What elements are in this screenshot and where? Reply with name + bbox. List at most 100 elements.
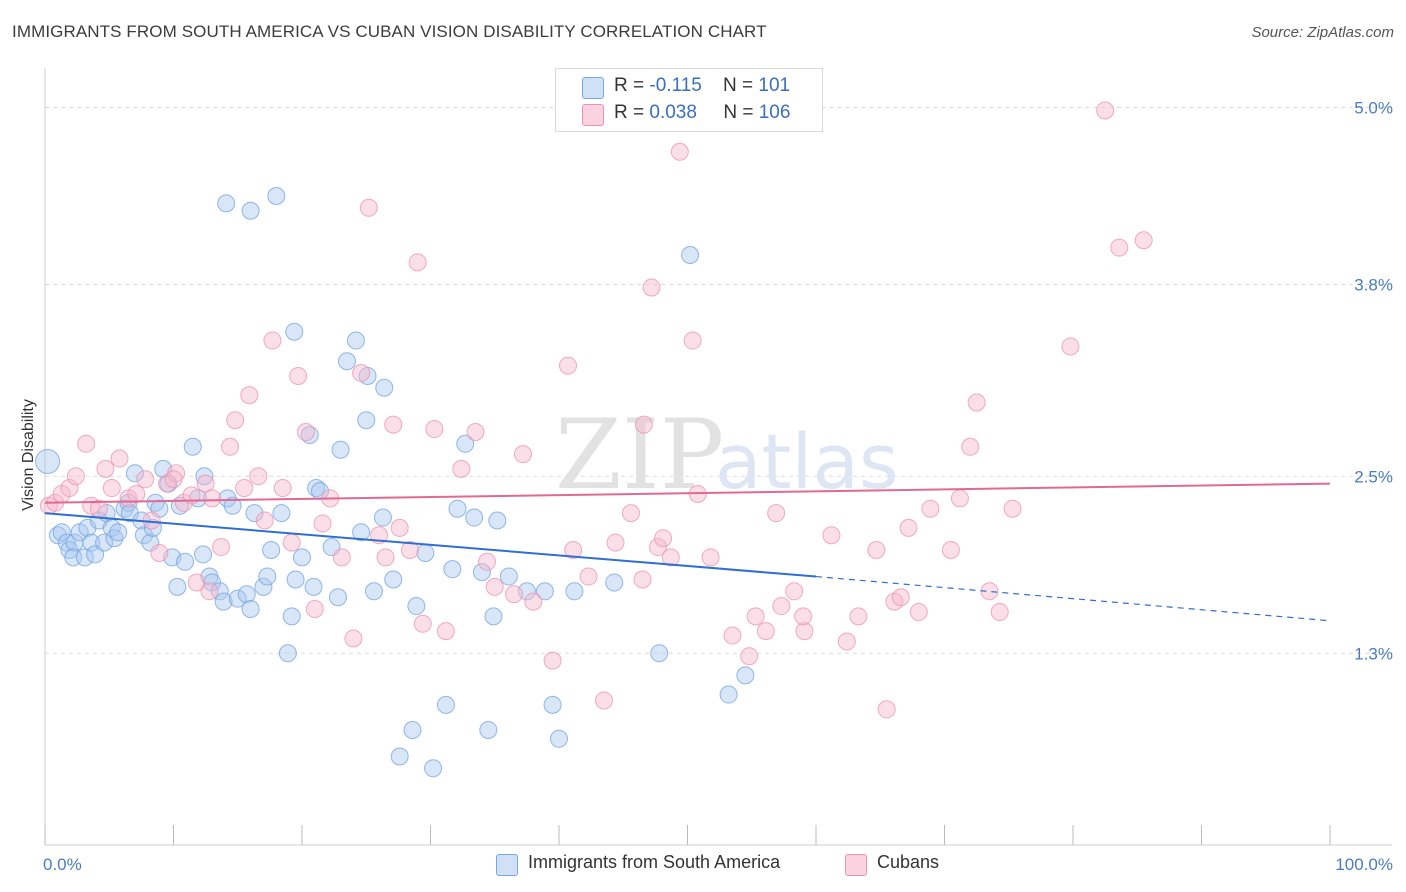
scatter-point-cubans: [701, 548, 720, 567]
scatter-point-cubans: [200, 582, 219, 601]
scatter-point-south-america: [168, 577, 187, 596]
scatter-point-cubans: [436, 622, 455, 641]
scatter-point-cubans: [837, 632, 856, 651]
legend-swatch-cubans: [582, 104, 604, 126]
scatter-point-cubans: [255, 511, 274, 530]
scatter-point-south-america: [195, 467, 214, 486]
scatter-point-cubans: [136, 470, 155, 489]
scatter-point-cubans: [235, 479, 254, 498]
scatter-point-south-america: [52, 523, 71, 542]
scatter-point-south-america: [258, 567, 277, 586]
scatter-point-cubans: [514, 445, 533, 464]
scatter-point-south-america: [95, 533, 114, 552]
scatter-point-cubans: [413, 614, 432, 633]
scatter-points: [35, 101, 1153, 778]
scatter-point-cubans: [263, 331, 282, 350]
scatter-point-cubans: [594, 691, 613, 710]
scatter-point-cubans: [226, 411, 245, 430]
scatter-point-cubans: [921, 499, 940, 518]
scatter-point-cubans: [683, 331, 702, 350]
scatter-point-south-america: [465, 508, 484, 527]
scatter-point-south-america: [403, 720, 422, 739]
scatter-point-south-america: [424, 759, 443, 778]
trend-line-extension: [815, 575, 1331, 622]
scatter-point-cubans: [359, 198, 378, 217]
scatter-point-south-america: [217, 194, 236, 213]
scatter-point-cubans: [564, 541, 583, 559]
legend-n-label: N =: [723, 102, 754, 123]
scatter-point-cubans: [579, 567, 598, 586]
scatter-point-cubans: [174, 493, 193, 512]
scatter-point-south-america: [134, 526, 153, 545]
scatter-point-south-america: [331, 440, 350, 459]
scatter-point-south-america: [373, 508, 392, 527]
scatter-point-south-america: [278, 644, 297, 663]
scatter-point-south-america: [352, 523, 371, 542]
scatter-point-south-america: [267, 187, 286, 205]
scatter-point-south-america: [550, 729, 568, 748]
scatter-point-cubans: [485, 577, 504, 596]
scatter-point-cubans: [60, 479, 79, 498]
scatter-point-south-america: [605, 573, 624, 592]
scatter-point-cubans: [772, 597, 791, 616]
scatter-point-south-america: [241, 201, 260, 220]
scatter-point-south-america: [364, 582, 383, 601]
scatter-point-cubans: [273, 479, 292, 498]
scatter-point-cubans: [384, 415, 403, 434]
scatter-point-south-america: [456, 434, 475, 453]
scatter-point-cubans: [102, 479, 121, 498]
scatter-point-south-america: [120, 504, 139, 523]
legend-label-cubans: Cubans: [877, 852, 940, 872]
scatter-point-south-america: [328, 588, 347, 607]
scatter-point-cubans: [1134, 231, 1153, 250]
scatter-point-south-america: [194, 545, 213, 564]
scatter-point-south-america: [736, 666, 755, 685]
scatter-point-cubans: [332, 548, 351, 567]
legend-r-value: -0.115: [649, 75, 702, 96]
legend-r-label: R =: [614, 102, 645, 123]
stats-legend: R = -0.115 N = 101 R = 0.038 N = 106: [555, 68, 823, 132]
legend-n-value: 106: [758, 102, 791, 123]
scatter-point-cubans: [96, 459, 115, 478]
scatter-point-cubans: [670, 142, 689, 161]
scatter-point-cubans: [822, 526, 841, 545]
scatter-point-cubans: [164, 470, 183, 489]
scatter-point-south-america: [443, 560, 462, 579]
scatter-point-cubans: [296, 423, 315, 441]
scatter-point-cubans: [558, 356, 577, 375]
scatter-point-cubans: [203, 489, 222, 508]
scatter-point-south-america: [499, 567, 518, 586]
scatter-point-cubans: [740, 647, 759, 666]
scatter-point-cubans: [425, 420, 444, 439]
scatter-point-south-america: [375, 378, 394, 397]
y-tick-label: 3.8%: [1354, 276, 1393, 295]
scatter-point-south-america: [285, 322, 304, 341]
scatter-point-cubans: [877, 700, 896, 719]
scatter-point-cubans: [967, 393, 986, 412]
trend-line-south-america: [44, 512, 817, 578]
scatter-point-cubans: [221, 437, 240, 456]
scatter-point-south-america: [286, 570, 305, 589]
scatter-point-cubans: [150, 543, 169, 562]
scatter-point-south-america: [78, 518, 97, 537]
scatter-point-cubans: [899, 518, 918, 537]
scatter-point-cubans: [950, 489, 969, 508]
scatter-point-cubans: [990, 602, 1009, 621]
scatter-point-cubans: [795, 622, 814, 641]
scatter-point-cubans: [390, 518, 409, 537]
scatter-point-cubans: [240, 386, 259, 405]
scatter-point-cubans: [187, 573, 206, 592]
scatter-point-cubans: [249, 467, 268, 486]
scatter-point-south-america: [183, 437, 202, 456]
scatter-point-south-america: [479, 720, 498, 739]
scatter-point-south-america: [650, 644, 669, 663]
scatter-point-south-america: [223, 496, 242, 515]
scatter-point-south-america: [472, 563, 491, 582]
legend-r-label: R =: [614, 75, 645, 96]
y-tick-label: 1.3%: [1354, 644, 1393, 663]
scatter-point-south-america: [262, 541, 281, 559]
scatter-point-cubans: [66, 467, 85, 486]
scatter-point-cubans: [723, 626, 742, 645]
axes: [44, 68, 1392, 846]
scatter-point-cubans: [77, 434, 96, 453]
